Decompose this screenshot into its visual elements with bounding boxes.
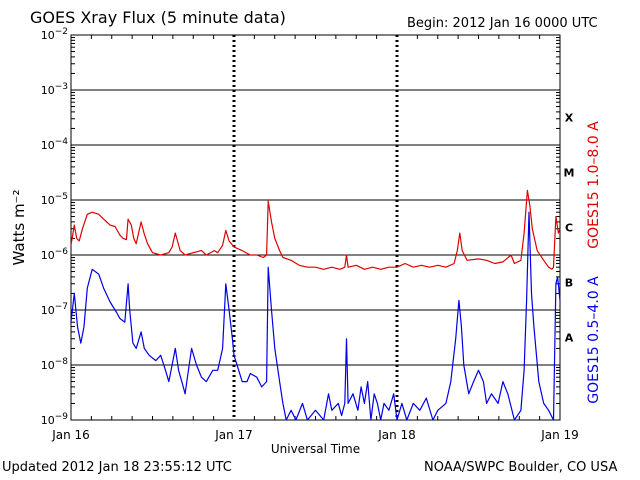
x-tick-label: Jan 16 <box>51 428 90 442</box>
flare-class-label: B <box>565 277 573 290</box>
y-tick-label: 10−5 <box>41 192 68 207</box>
plot-frame <box>70 34 561 421</box>
x-tick-label: Jan 18 <box>377 428 416 442</box>
y-axis-label: Watts m⁻² <box>10 190 28 266</box>
legend-label-0: GOES15 1.0–8.0 A <box>586 121 602 249</box>
y-tick-label: 10−6 <box>41 247 69 262</box>
y-tick-label: 10−2 <box>41 27 68 42</box>
flare-class-label: M <box>564 167 575 180</box>
y-tick-label: 10−9 <box>41 412 69 427</box>
begin-time: Begin: 2012 Jan 16 0000 UTC <box>407 16 598 31</box>
flare-class-label: X <box>565 112 574 125</box>
chart-title: GOES Xray Flux (5 minute data) <box>30 8 286 27</box>
y-tick-label: 10−8 <box>41 357 69 372</box>
flare-class-label: A <box>565 332 574 345</box>
updated-timestamp: Updated 2012 Jan 18 23:55:12 UTC <box>2 460 232 475</box>
series-line-1 <box>70 211 561 421</box>
flare-class-label: C <box>565 222 573 235</box>
y-tick-label: 10−3 <box>41 82 68 97</box>
series-line-0 <box>70 189 561 270</box>
y-tick-label: 10−7 <box>41 302 68 317</box>
y-tick-label: 10−4 <box>41 137 69 152</box>
credit-text: NOAA/SWPC Boulder, CO USA <box>424 460 618 475</box>
x-tick-label: Jan 17 <box>214 428 253 442</box>
x-axis-label: Universal Time <box>271 442 360 456</box>
x-tick-label: Jan 19 <box>540 428 579 442</box>
legend-label-1: GOES15 0.5–4.0 A <box>586 276 602 404</box>
